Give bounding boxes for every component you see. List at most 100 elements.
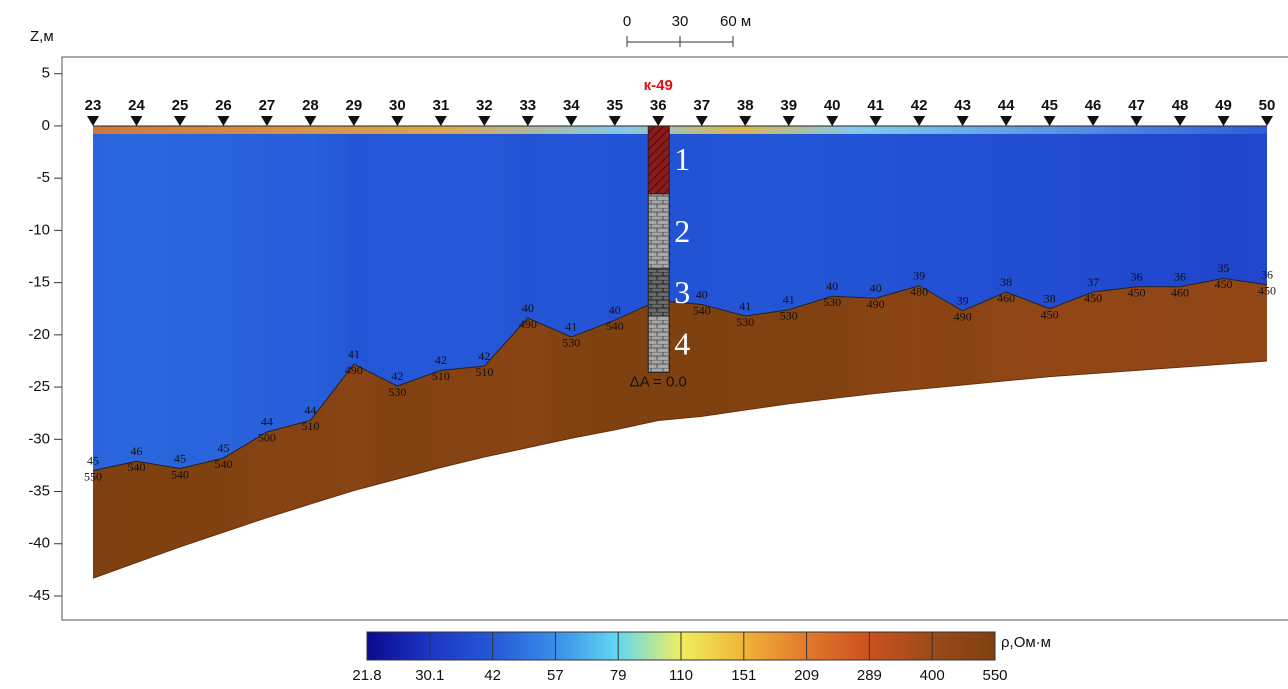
station-marker: [478, 116, 490, 126]
colorbar-tick-label: 151: [731, 667, 756, 684]
station-marker: [130, 116, 142, 126]
lower-resistivity: 450: [1258, 283, 1276, 297]
upper-resistivity: 45: [174, 451, 186, 465]
lower-resistivity: 460: [997, 291, 1015, 305]
station-label: 44: [998, 97, 1015, 114]
surface-layer: [93, 126, 1267, 134]
station-label: 48: [1172, 97, 1189, 114]
upper-resistivity: 41: [348, 347, 360, 361]
station-label: 29: [346, 97, 363, 114]
colorbar-tick-label: 289: [857, 667, 882, 684]
lower-resistivity: 480: [910, 285, 928, 299]
lower-resistivity: 490: [345, 363, 363, 377]
lower-resistivity: 450: [1215, 277, 1233, 291]
scale-label: 30: [672, 13, 689, 30]
station-marker: [1261, 116, 1273, 126]
station-marker: [565, 116, 577, 126]
colorbar-tick-label: 30.1: [415, 667, 444, 684]
upper-resistivity: 44: [261, 415, 273, 429]
upper-resistivity: 37: [1087, 275, 1099, 289]
station-marker: [1087, 116, 1099, 126]
upper-resistivity: 44: [304, 403, 316, 417]
upper-resistivity: 42: [478, 349, 490, 363]
upper-resistivity: 42: [391, 369, 403, 383]
lower-resistivity: 540: [127, 460, 145, 474]
station-label: 27: [259, 97, 276, 114]
upper-resistivity: 40: [696, 287, 708, 301]
station-marker: [1218, 116, 1230, 126]
lower-resistivity: 530: [780, 309, 798, 323]
station-marker: [174, 116, 186, 126]
station-marker: [957, 116, 969, 126]
lower-resistivity: 530: [562, 336, 580, 350]
y-tick-label: -45: [28, 587, 50, 604]
borehole-layer: [648, 316, 669, 372]
y-tick-label: -25: [28, 378, 50, 395]
upper-resistivity: 36: [1174, 270, 1186, 284]
upper-resistivity: 41: [565, 320, 577, 334]
borehole-name: к-49: [644, 77, 673, 94]
y-tick-label: -15: [28, 274, 50, 291]
station-marker: [348, 116, 360, 126]
station-marker: [783, 116, 795, 126]
station-marker: [826, 116, 838, 126]
y-tick-label: -30: [28, 430, 50, 447]
lower-resistivity: 450: [1084, 291, 1102, 305]
lower-resistivity: 490: [954, 310, 972, 324]
borehole-layer-label: 1: [674, 141, 690, 177]
y-tick-label: -35: [28, 482, 50, 499]
station-label: 35: [606, 97, 623, 114]
station-label: 50: [1259, 97, 1276, 114]
upper-resistivity: 35: [1218, 261, 1230, 275]
station-label: 41: [867, 97, 884, 114]
station-marker: [304, 116, 316, 126]
lower-resistivity: 530: [823, 295, 841, 309]
y-tick-label: 0: [42, 117, 50, 134]
station-marker: [87, 116, 99, 126]
station-label: 36: [650, 97, 667, 114]
upper-resistivity: 40: [522, 301, 534, 315]
colorbar-tick-label: 209: [794, 667, 819, 684]
upper-resistivity: 40: [609, 303, 621, 317]
upper-resistivity: 45: [87, 453, 99, 467]
station-marker: [522, 116, 534, 126]
station-label: 30: [389, 97, 406, 114]
borehole-layer-label: 3: [674, 274, 690, 310]
colorbar-tick-label: 79: [610, 667, 627, 684]
lower-resistivity: 510: [475, 365, 493, 379]
station-label: 38: [737, 97, 754, 114]
lower-resistivity: 490: [867, 297, 885, 311]
colorbar-tick-label: 550: [982, 667, 1007, 684]
lower-resistivity: 510: [432, 369, 450, 383]
station-marker: [261, 116, 273, 126]
y-axis-label: Z,м: [30, 28, 54, 45]
colorbar-label: ρ,Ом·м: [1001, 634, 1051, 651]
station-label: 28: [302, 97, 319, 114]
station-label: 31: [433, 97, 450, 114]
scale-label: 0: [623, 13, 631, 30]
station-label: 24: [128, 97, 145, 114]
upper-resistivity: 36: [1131, 270, 1143, 284]
lower-resistivity: 540: [606, 319, 624, 333]
scale-label: 60 м: [720, 13, 751, 30]
lower-resistivity: 450: [1041, 307, 1059, 321]
lower-resistivity: 490: [519, 317, 537, 331]
station-label: 37: [693, 97, 710, 114]
y-tick-label: -10: [28, 221, 50, 238]
station-label: 43: [954, 97, 971, 114]
station-marker: [1000, 116, 1012, 126]
station-marker: [1131, 116, 1143, 126]
upper-resistivity: 41: [783, 293, 795, 307]
y-tick-label: -20: [28, 326, 50, 343]
station-label: 23: [85, 97, 102, 114]
upper-resistivity: 45: [217, 441, 229, 455]
lower-resistivity: 460: [1171, 286, 1189, 300]
upper-resistivity: 39: [913, 269, 925, 283]
borehole-layer-label: 2: [674, 213, 690, 249]
upper-resistivity: 39: [957, 294, 969, 308]
upper-resistivity: 46: [130, 444, 142, 458]
lower-resistivity: 500: [258, 431, 276, 445]
lower-resistivity: 510: [301, 419, 319, 433]
borehole-layer: [648, 194, 669, 269]
station-label: 34: [563, 97, 580, 114]
